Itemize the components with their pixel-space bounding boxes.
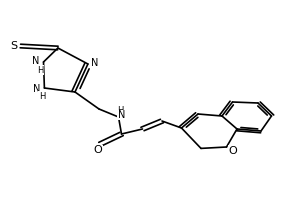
Text: O: O bbox=[229, 146, 238, 156]
Text: O: O bbox=[94, 145, 103, 155]
Text: N: N bbox=[33, 84, 40, 94]
Text: S: S bbox=[10, 41, 17, 51]
Text: N: N bbox=[118, 110, 125, 120]
Text: H: H bbox=[39, 92, 45, 101]
Text: H: H bbox=[37, 66, 44, 75]
Text: N: N bbox=[32, 56, 39, 66]
Text: H: H bbox=[117, 106, 123, 114]
Text: N: N bbox=[91, 58, 98, 68]
